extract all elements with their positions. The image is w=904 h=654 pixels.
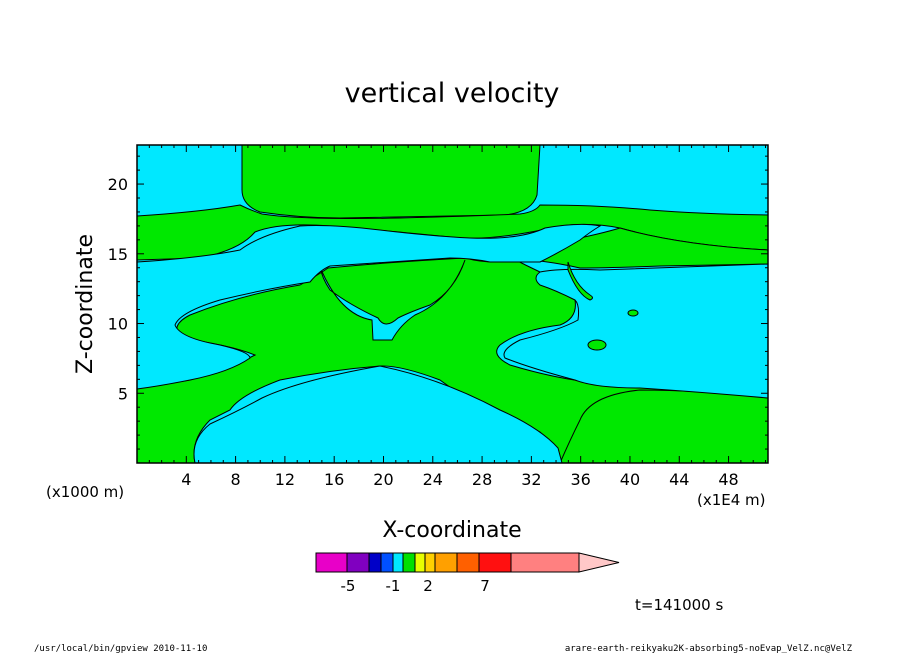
y-tick-label: 20: [108, 175, 128, 194]
x-tick-label: 32: [521, 470, 541, 489]
x-axis-ticks: 4 8 12 16 20 24 28 32 36 40 44 48: [148, 145, 767, 489]
x-tick-label: 12: [275, 470, 295, 489]
colorbar-arrow: [578, 552, 620, 573]
lower-downdraft-dome: [193, 365, 563, 464]
x-tick-label: 4: [181, 470, 191, 489]
plot-frame: [136, 144, 769, 464]
colorbar-segment: [315, 552, 348, 573]
y-tick-label: 15: [108, 245, 128, 264]
colorbar-tick-label: -5: [341, 577, 356, 595]
x-tick-label: 20: [373, 470, 393, 489]
right-downdraft-pocket: [503, 263, 769, 399]
colorbar-tick-label: 7: [480, 577, 490, 595]
upper-updraft-column: [241, 144, 541, 219]
positive-regions: [136, 144, 769, 464]
x-tick-label: 8: [231, 470, 241, 489]
colorbar: [315, 552, 620, 573]
y-axis-label: Z-coordinate: [73, 234, 98, 374]
green-filament: [567, 261, 593, 301]
colorbar-tick-label: -1: [386, 577, 401, 595]
x-tick-label: 48: [718, 470, 738, 489]
colorbar-tick-label: 2: [423, 577, 433, 595]
left-downdraft-lens: [136, 223, 602, 390]
small-green-cells: [567, 261, 639, 351]
y-tick-label: 5: [118, 384, 128, 403]
x-tick-label: 24: [423, 470, 443, 489]
colorbar-segment: [510, 552, 580, 573]
x-unit-label: (x1000 m): [46, 483, 124, 501]
x-tick-label: 44: [669, 470, 689, 489]
x-tick-label: 16: [324, 470, 344, 489]
colorbar-segment: [424, 552, 436, 573]
x-tick-label: 40: [620, 470, 640, 489]
colorbar-segment: [368, 552, 382, 573]
green-cell-a: [587, 339, 607, 351]
colorbar-segment: [434, 552, 458, 573]
colorbar-segment: [392, 552, 404, 573]
colorbar-segment: [478, 552, 512, 573]
x-multiplier-label: (x1E4 m): [697, 491, 766, 509]
time-label: t=141000 s: [635, 596, 723, 614]
colorbar-segment: [456, 552, 480, 573]
y-tick-label: 10: [108, 315, 128, 334]
green-cell-b: [627, 309, 639, 317]
colorbar-segment: [346, 552, 370, 573]
negative-regions: [136, 223, 769, 464]
y-axis-ticks: 5 10 15 20: [108, 155, 768, 450]
x-tick-label: 28: [472, 470, 492, 489]
footer-left: /usr/local/bin/gpview 2010-11-10: [34, 644, 207, 654]
colorbar-segment: [402, 552, 416, 573]
footer-right: arare-earth-reikyaku2K-absorbing5-noEvap…: [565, 644, 853, 654]
colorbar-labels: -5 -1 2 7: [341, 577, 490, 595]
central-downdraft-cup: [319, 259, 466, 341]
x-tick-label: 36: [570, 470, 590, 489]
x-axis-label: X-coordinate: [382, 518, 521, 543]
colorbar-segment: [380, 552, 394, 573]
chart-title: vertical velocity: [345, 78, 560, 109]
colorbar-segment: [414, 552, 426, 573]
